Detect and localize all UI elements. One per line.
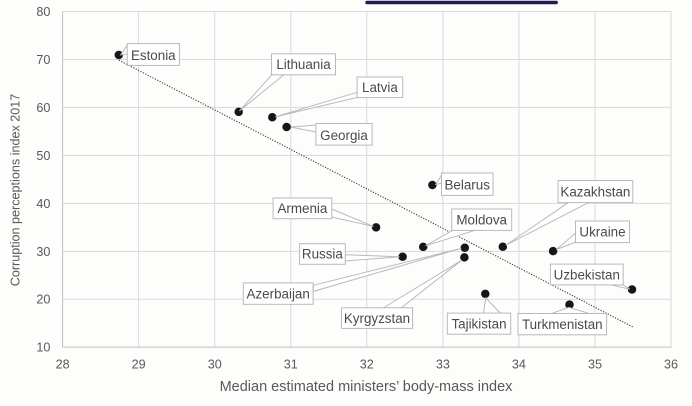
- svg-text:20: 20: [36, 293, 50, 307]
- svg-text:28: 28: [56, 358, 70, 372]
- svg-text:60: 60: [36, 101, 50, 115]
- svg-text:29: 29: [132, 358, 146, 372]
- svg-text:Russia: Russia: [302, 247, 343, 262]
- svg-text:Corruption perceptions index 2: Corruption perceptions index 2017: [9, 94, 23, 287]
- svg-text:Azerbaijan: Azerbaijan: [247, 286, 310, 301]
- svg-text:33: 33: [436, 358, 450, 372]
- svg-text:Latvia: Latvia: [362, 80, 398, 95]
- svg-text:Tajikistan: Tajikistan: [451, 317, 506, 332]
- svg-text:Ukraine: Ukraine: [579, 225, 625, 240]
- svg-text:36: 36: [664, 358, 678, 372]
- svg-text:10: 10: [36, 341, 50, 355]
- svg-text:35: 35: [588, 358, 602, 372]
- svg-text:80: 80: [36, 5, 50, 19]
- svg-text:Belarus: Belarus: [444, 178, 490, 193]
- svg-text:32: 32: [360, 358, 374, 372]
- svg-text:70: 70: [36, 53, 50, 67]
- svg-text:40: 40: [36, 197, 50, 211]
- svg-text:Armenia: Armenia: [277, 201, 327, 216]
- svg-text:34: 34: [512, 358, 526, 372]
- svg-text:50: 50: [36, 149, 50, 163]
- svg-text:Kazakhstan: Kazakhstan: [560, 185, 630, 200]
- svg-text:Georgia: Georgia: [320, 128, 368, 143]
- svg-text:30: 30: [208, 358, 222, 372]
- svg-text:Kyrgyzstan: Kyrgyzstan: [344, 311, 410, 326]
- svg-text:31: 31: [284, 358, 298, 372]
- svg-text:Lithuania: Lithuania: [276, 57, 331, 72]
- svg-text:Turkmenistan: Turkmenistan: [522, 317, 603, 332]
- svg-text:Uzbekistan: Uzbekistan: [554, 267, 620, 282]
- svg-text:Median estimated ministers’ bo: Median estimated ministers’ body-mass in…: [220, 379, 514, 395]
- svg-text:30: 30: [36, 245, 50, 259]
- svg-text:Moldova: Moldova: [456, 213, 507, 228]
- svg-text:Estonia: Estonia: [131, 48, 176, 63]
